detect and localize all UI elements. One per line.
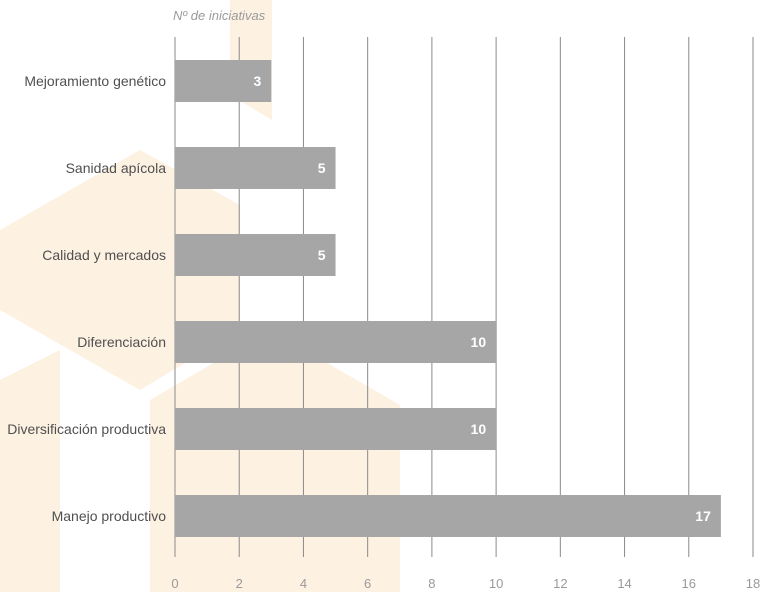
category-label: Calidad y mercados	[42, 247, 166, 263]
category-label: Manejo productivo	[52, 508, 167, 524]
bar-2	[175, 234, 336, 276]
chart-bars: 3 5 5 10 10 17	[175, 60, 721, 537]
x-tick-label: 0	[171, 576, 178, 591]
x-tick-label: 18	[746, 576, 760, 591]
chart-gridlines	[174, 37, 754, 557]
bar-value-label: 5	[318, 247, 326, 263]
bar-value-label: 10	[471, 334, 487, 350]
bar-4	[175, 408, 497, 450]
x-tick-label: 12	[553, 576, 567, 591]
bar-value-label: 5	[318, 160, 326, 176]
x-tick-label: 4	[300, 576, 307, 591]
category-label: Mejoramiento genético	[24, 73, 166, 89]
x-tick-label: 8	[428, 576, 435, 591]
category-label: Diversificación productiva	[7, 421, 166, 437]
bar-5	[175, 495, 721, 537]
category-label: Sanidad apícola	[66, 160, 167, 176]
category-label: Diferenciación	[77, 334, 166, 350]
x-axis-ticks: 0 2 4 6 8 10 12 14 16 18	[171, 576, 760, 591]
watermark-shape-3	[0, 350, 60, 592]
bar-0	[175, 60, 272, 102]
bar-value-label: 3	[254, 73, 262, 89]
category-labels: Mejoramiento genético Sanidad apícola Cali…	[7, 73, 166, 524]
unit-label: Nº de iniciativas	[173, 8, 266, 23]
x-tick-label: 10	[489, 576, 503, 591]
bar-value-label: 17	[695, 508, 711, 524]
bar-1	[175, 147, 336, 189]
x-tick-label: 6	[364, 576, 371, 591]
x-tick-label: 16	[682, 576, 696, 591]
x-tick-label: 14	[617, 576, 631, 591]
bar-value-label: 10	[471, 421, 487, 437]
x-tick-label: 2	[236, 576, 243, 591]
watermark-shape-2	[150, 330, 400, 592]
bar-3	[175, 321, 497, 363]
